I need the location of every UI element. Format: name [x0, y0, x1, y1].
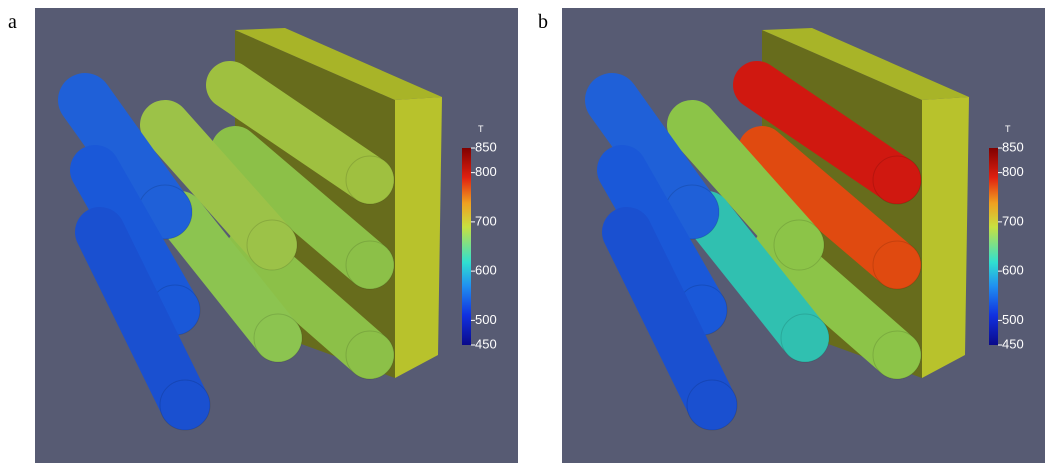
colorbar-tick-label: 850	[1002, 139, 1024, 154]
colorbar-tick-label: 450	[475, 336, 497, 351]
colorbar-tick-label: 450	[1002, 336, 1024, 351]
panel: T 450 500 600 700 800 850	[562, 8, 1045, 463]
colorbar-tick-label: 800	[475, 164, 497, 179]
colorbar-tick-label: 700	[475, 213, 497, 228]
panel-label: b	[538, 11, 548, 33]
colorbar-tick-label: 700	[1002, 213, 1024, 228]
figure: a b T 450 500 600 700 800 850 T 450 500 600 700 800 8…	[0, 0, 1045, 463]
cylinder-end	[254, 314, 302, 362]
cylinder-end	[873, 156, 921, 204]
cylinder-end	[774, 220, 824, 270]
colorbar-tick-label: 600	[475, 263, 497, 278]
colorbar	[989, 148, 998, 345]
cylinder-end	[160, 380, 210, 430]
cylinder-end	[687, 380, 737, 430]
cylinder-end	[873, 331, 921, 379]
plate-front	[922, 97, 969, 378]
plate-front	[395, 97, 442, 378]
colorbar-tick-label: 600	[1002, 263, 1024, 278]
colorbar-tick-label: 500	[1002, 312, 1024, 327]
colorbar-tick-label: 850	[475, 139, 497, 154]
colorbar-title: T	[478, 124, 484, 134]
colorbar	[462, 148, 471, 345]
cylinder-end	[346, 241, 394, 289]
colorbar-tick-label: 800	[1002, 164, 1024, 179]
panel: T 450 500 600 700 800 850	[35, 8, 518, 463]
cylinder-end	[346, 156, 394, 204]
colorbar-title: T	[1005, 124, 1011, 134]
cylinder-end	[247, 220, 297, 270]
colorbar-tick-label: 500	[475, 312, 497, 327]
cylinder-end	[781, 314, 829, 362]
cylinder-end	[346, 331, 394, 379]
panel-label: a	[8, 11, 17, 33]
cylinder-end	[873, 241, 921, 289]
